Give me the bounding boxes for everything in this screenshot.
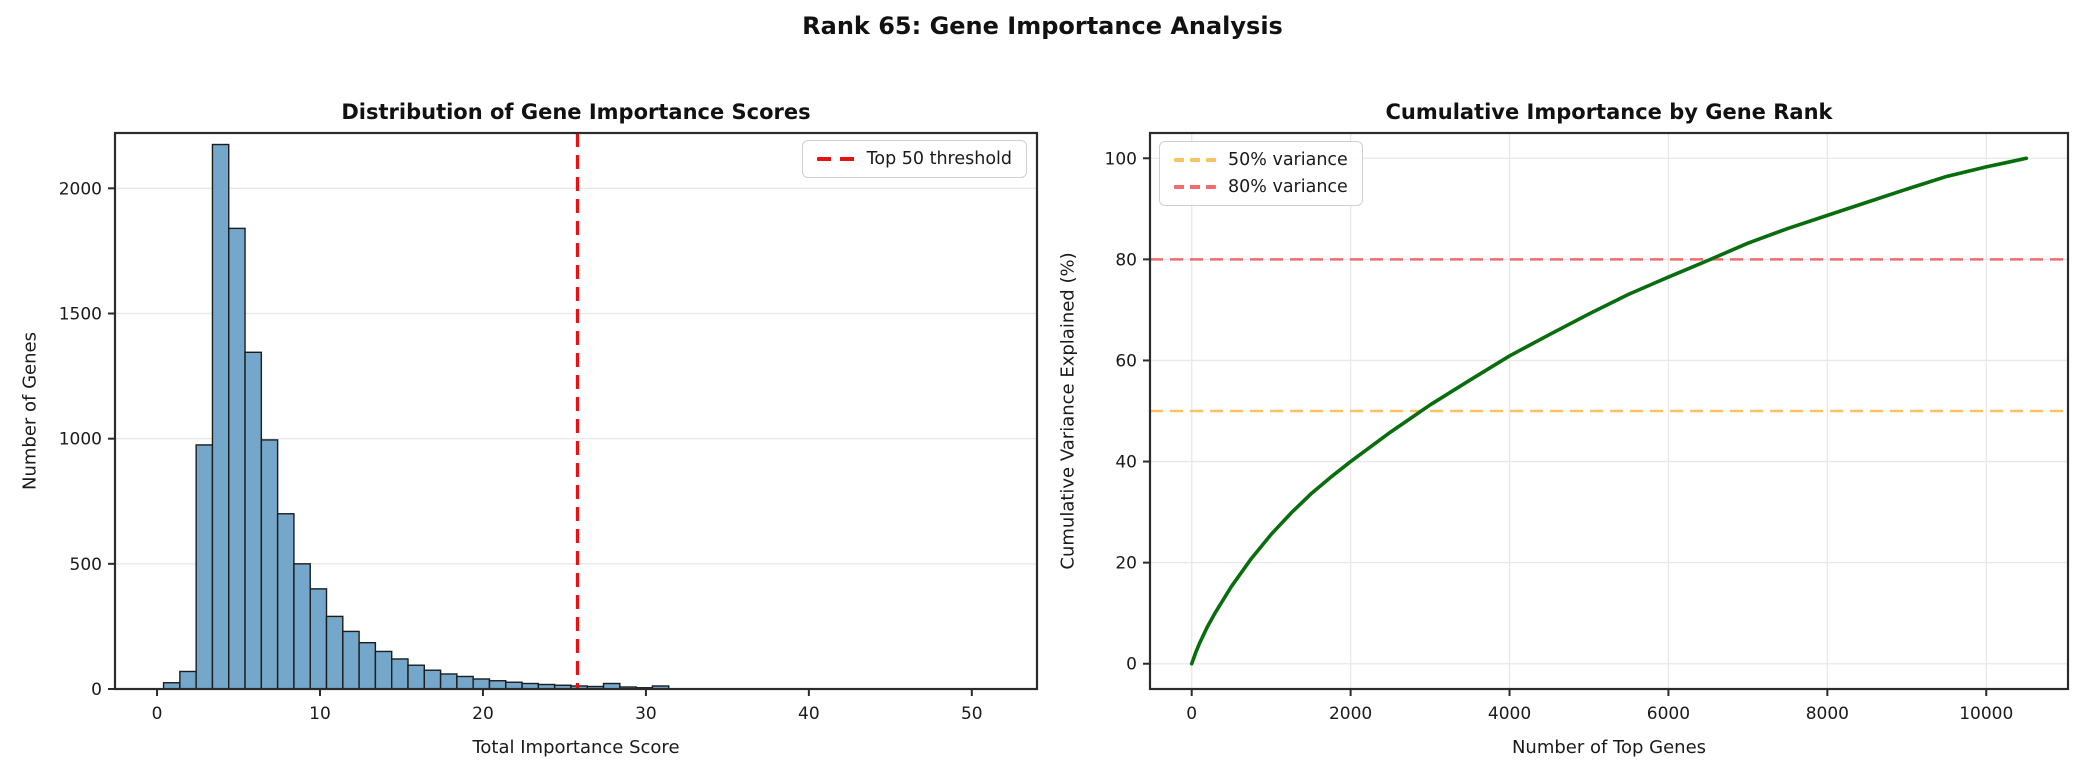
svg-text:10: 10 [309, 704, 331, 724]
svg-text:20: 20 [472, 704, 494, 724]
cumulative-title: Cumulative Importance by Gene Rank [1385, 100, 1833, 124]
svg-text:0: 0 [152, 704, 163, 724]
histogram-ylabel: Number of Genes [19, 332, 41, 490]
svg-text:80: 80 [1115, 250, 1137, 270]
variance-50-legend-label: 50% variance [1228, 150, 1348, 170]
svg-text:0: 0 [1186, 704, 1197, 724]
svg-text:0: 0 [91, 680, 102, 700]
svg-text:8000: 8000 [1806, 704, 1849, 724]
threshold-legend-label: Top 50 threshold [866, 149, 1012, 169]
svg-text:100: 100 [1105, 149, 1137, 169]
histogram-title: Distribution of Gene Importance Scores [341, 100, 811, 124]
svg-text:50: 50 [961, 704, 983, 724]
svg-text:2000: 2000 [1329, 704, 1372, 724]
histogram-xlabel: Total Importance Score [472, 737, 680, 758]
legend-row-50-variance: 50% variance [1174, 150, 1348, 170]
variance-80-legend-label: 80% variance [1228, 177, 1348, 197]
threshold-dash-sample [816, 157, 855, 161]
cumulative-ylabel: Cumulative Variance Explained (%) [1057, 252, 1079, 570]
cumulative-legend: 50% variance 80% variance [1159, 141, 1363, 206]
legend-row-threshold: Top 50 threshold [816, 149, 1012, 169]
svg-text:20: 20 [1115, 554, 1137, 574]
svg-text:60: 60 [1115, 351, 1137, 371]
variance-50-dash-sample [1174, 158, 1216, 162]
svg-text:500: 500 [70, 555, 102, 575]
svg-text:6000: 6000 [1647, 704, 1690, 724]
svg-text:4000: 4000 [1488, 704, 1531, 724]
svg-text:2000: 2000 [59, 179, 102, 199]
svg-text:30: 30 [635, 704, 657, 724]
cumulative-xlabel: Number of Top Genes [1511, 737, 1707, 758]
svg-text:10000: 10000 [1959, 704, 2013, 724]
figure-title: Rank 65: Gene Importance Analysis [802, 12, 1283, 40]
svg-text:40: 40 [798, 704, 820, 724]
legend-row-80-variance: 80% variance [1174, 177, 1348, 197]
svg-text:40: 40 [1115, 453, 1137, 473]
histogram-legend: Top 50 threshold [801, 140, 1027, 178]
variance-80-dash-sample [1174, 185, 1216, 189]
svg-text:1000: 1000 [59, 430, 102, 450]
svg-text:1500: 1500 [59, 304, 102, 324]
svg-text:0: 0 [1126, 655, 1137, 675]
